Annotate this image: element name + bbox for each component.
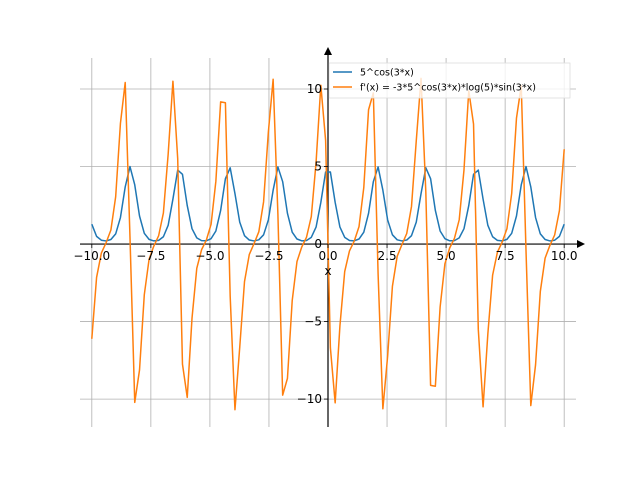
x-tick-label-3: −2.5 <box>254 249 283 263</box>
y-tick-label-3: 5 <box>314 160 322 174</box>
x-tick-label-8: 10.0 <box>551 249 578 263</box>
y-tick-label-1: −5 <box>304 315 322 329</box>
legend-box <box>328 62 571 99</box>
legend: 5^cos(3*x) f'(x) = -3*5^cos(3*x)*log(5)*… <box>328 62 571 99</box>
legend-label-series-2: f'(x) = -3*5^cos(3*x)*log(5)*sin(3*x) <box>360 83 536 94</box>
x-tick-label-4: 0.0 <box>318 249 337 263</box>
x-tick-label-5: 2.5 <box>378 249 397 263</box>
x-axis-arrow <box>577 240 585 249</box>
y-tick-label-4: 10 <box>307 82 322 96</box>
x-tick-label-0: −10.0 <box>73 249 110 263</box>
x-tick-label-1: −7.5 <box>136 249 165 263</box>
x-tick-label-6: 5.0 <box>437 249 456 263</box>
y-tick-label-0: −10 <box>297 392 322 406</box>
legend-label-series-1: 5^cos(3*x) <box>360 68 414 79</box>
x-tick-label-7: 7.5 <box>496 249 515 263</box>
y-axis-arrow <box>324 47 332 55</box>
series-line-1 <box>91 165 565 242</box>
x-axis-label: x <box>324 264 331 278</box>
tick-labels: −10.0 −7.5 −5.0 −2.5 0.0 2.5 5.0 7.5 10.0 −10 −5 0 5… <box>73 82 577 406</box>
y-tick-label-2: 0 <box>314 237 322 251</box>
x-tick-label-2: −5.0 <box>195 249 224 263</box>
